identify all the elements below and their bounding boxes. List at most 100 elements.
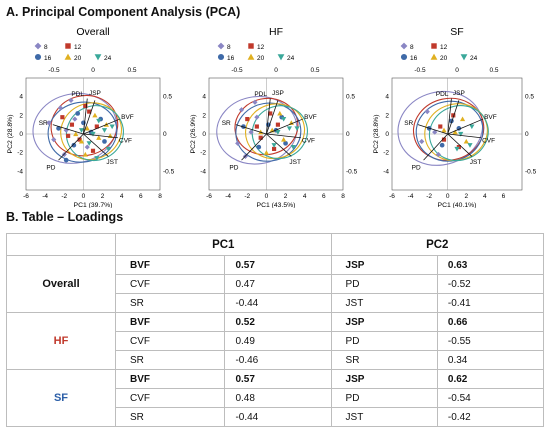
data-point [275,130,281,135]
legend-label: 16 [227,55,235,62]
loading-pc2: 0.66 [436,312,545,332]
legend-label: 12 [440,44,448,51]
legend-label: 16 [410,55,418,62]
data-point [63,157,69,163]
data-point [454,146,460,152]
data-point [83,103,88,109]
loading-pc1: -0.44 [224,407,332,427]
y-tick-label: -4 [17,168,23,175]
variable-pc1: SR [114,293,226,313]
legend-label: 16 [44,55,52,62]
data-point [256,144,262,150]
data-point [90,148,96,153]
loading-vector [447,133,482,139]
vector-label: CVF [119,138,132,145]
data-point [277,110,283,116]
confidence-ellipse [251,105,308,160]
data-point [281,137,287,142]
data-point [263,150,270,155]
legend-marker [431,43,437,49]
variable-pc2: PD [330,388,438,408]
loading-pc1: 0.57 [224,369,332,389]
variable-pc2: PD [330,274,438,294]
variable-pc2: JSP [330,312,438,332]
y-tick-label: -2 [200,150,206,157]
data-point [69,122,75,127]
loading-pc1: 0.49 [224,331,332,351]
vector-label: PD [46,165,55,172]
x-tick-label: 8 [158,193,162,200]
data-point [245,116,250,122]
data-point [109,124,115,130]
loading-vector [241,133,267,161]
legend-marker [217,53,225,61]
x-tick-label: -6 [23,193,29,200]
variable-pc2: SR [330,350,438,370]
data-point [424,109,430,115]
legend-label: 12 [257,44,265,51]
loading-vector [58,133,84,161]
vector-label: PDL [71,91,84,98]
loading-vector [266,100,279,135]
legend-marker [94,54,102,61]
loading-vector [83,100,96,135]
variable-pc1: CVF [114,274,226,294]
vector-label: CVF [482,138,495,145]
data-point [275,122,280,127]
loadings-table-body: Overall BVF 0.57 JSP 0.63 CVF 0.47 PD -0.52 SR -0.… [6,255,545,427]
confidence-ellipse [60,102,122,161]
variable-pc1: SR [114,350,226,370]
header-pc1: PC1 [115,233,332,256]
variable-pc1: CVF [114,331,226,351]
header-pc2: PC2 [330,233,545,256]
y-tick-label: -4 [200,168,206,175]
x-tick-label: 6 [322,193,326,200]
vector-label: JST [470,159,482,166]
loading-pc2: -0.42 [436,407,545,427]
data-point [419,138,425,145]
section-a-title: A. Principal Component Analysis (PCA) [6,5,241,19]
loading-vector [83,133,118,139]
data-point [439,142,445,148]
data-point [441,137,447,142]
data-point [94,156,100,161]
loading-pc1: 0.48 [224,388,332,408]
top-tick-label: 0.5 [127,67,136,74]
variable-pc1: BVF [114,369,226,389]
data-point [101,128,108,133]
y-tick-label: 0 [385,131,389,138]
right-tick-label: 0.5 [525,94,534,101]
loadings-table: PC1 PC2 Overall BVF 0.57 JSP 0.63 CVF 0.47 PD -0… [6,233,545,427]
vector-label: JSP [272,90,284,97]
legend-marker [248,43,254,49]
data-point [78,138,85,144]
data-point [458,131,464,137]
data-point [57,105,64,111]
loading-pc2: 0.62 [436,369,545,389]
x-tick-label: 6 [139,193,143,200]
loading-pc2: 0.34 [436,350,545,370]
data-point [432,129,438,135]
y-axis-label: PC2 (28.8%) [7,115,14,154]
vector-label: SR [404,120,413,127]
vector-label: BVF [304,114,317,121]
right-tick-label: 0 [346,131,350,138]
right-tick-label: -0.5 [163,168,175,175]
x-tick-label: 2 [101,193,105,200]
top-tick-label: 0 [91,67,95,74]
loading-vector [83,98,88,135]
top-tick-label: 0 [274,67,278,74]
legend-marker [217,42,225,50]
legend-label: 8 [410,44,414,51]
top-tick-label: -0.5 [414,67,426,74]
y-axis-label: PC2 (26.9%) [190,115,197,154]
legend-marker [277,54,285,61]
confidence-ellipse [216,95,298,165]
variable-pc1: SR [114,407,226,427]
data-point [290,144,296,150]
y-axis-label: PC2 (28.8%) [373,115,380,154]
confidence-ellipse [50,94,119,157]
data-point [248,129,254,135]
top-tick-label: 0.5 [489,67,498,74]
data-point [86,141,92,146]
